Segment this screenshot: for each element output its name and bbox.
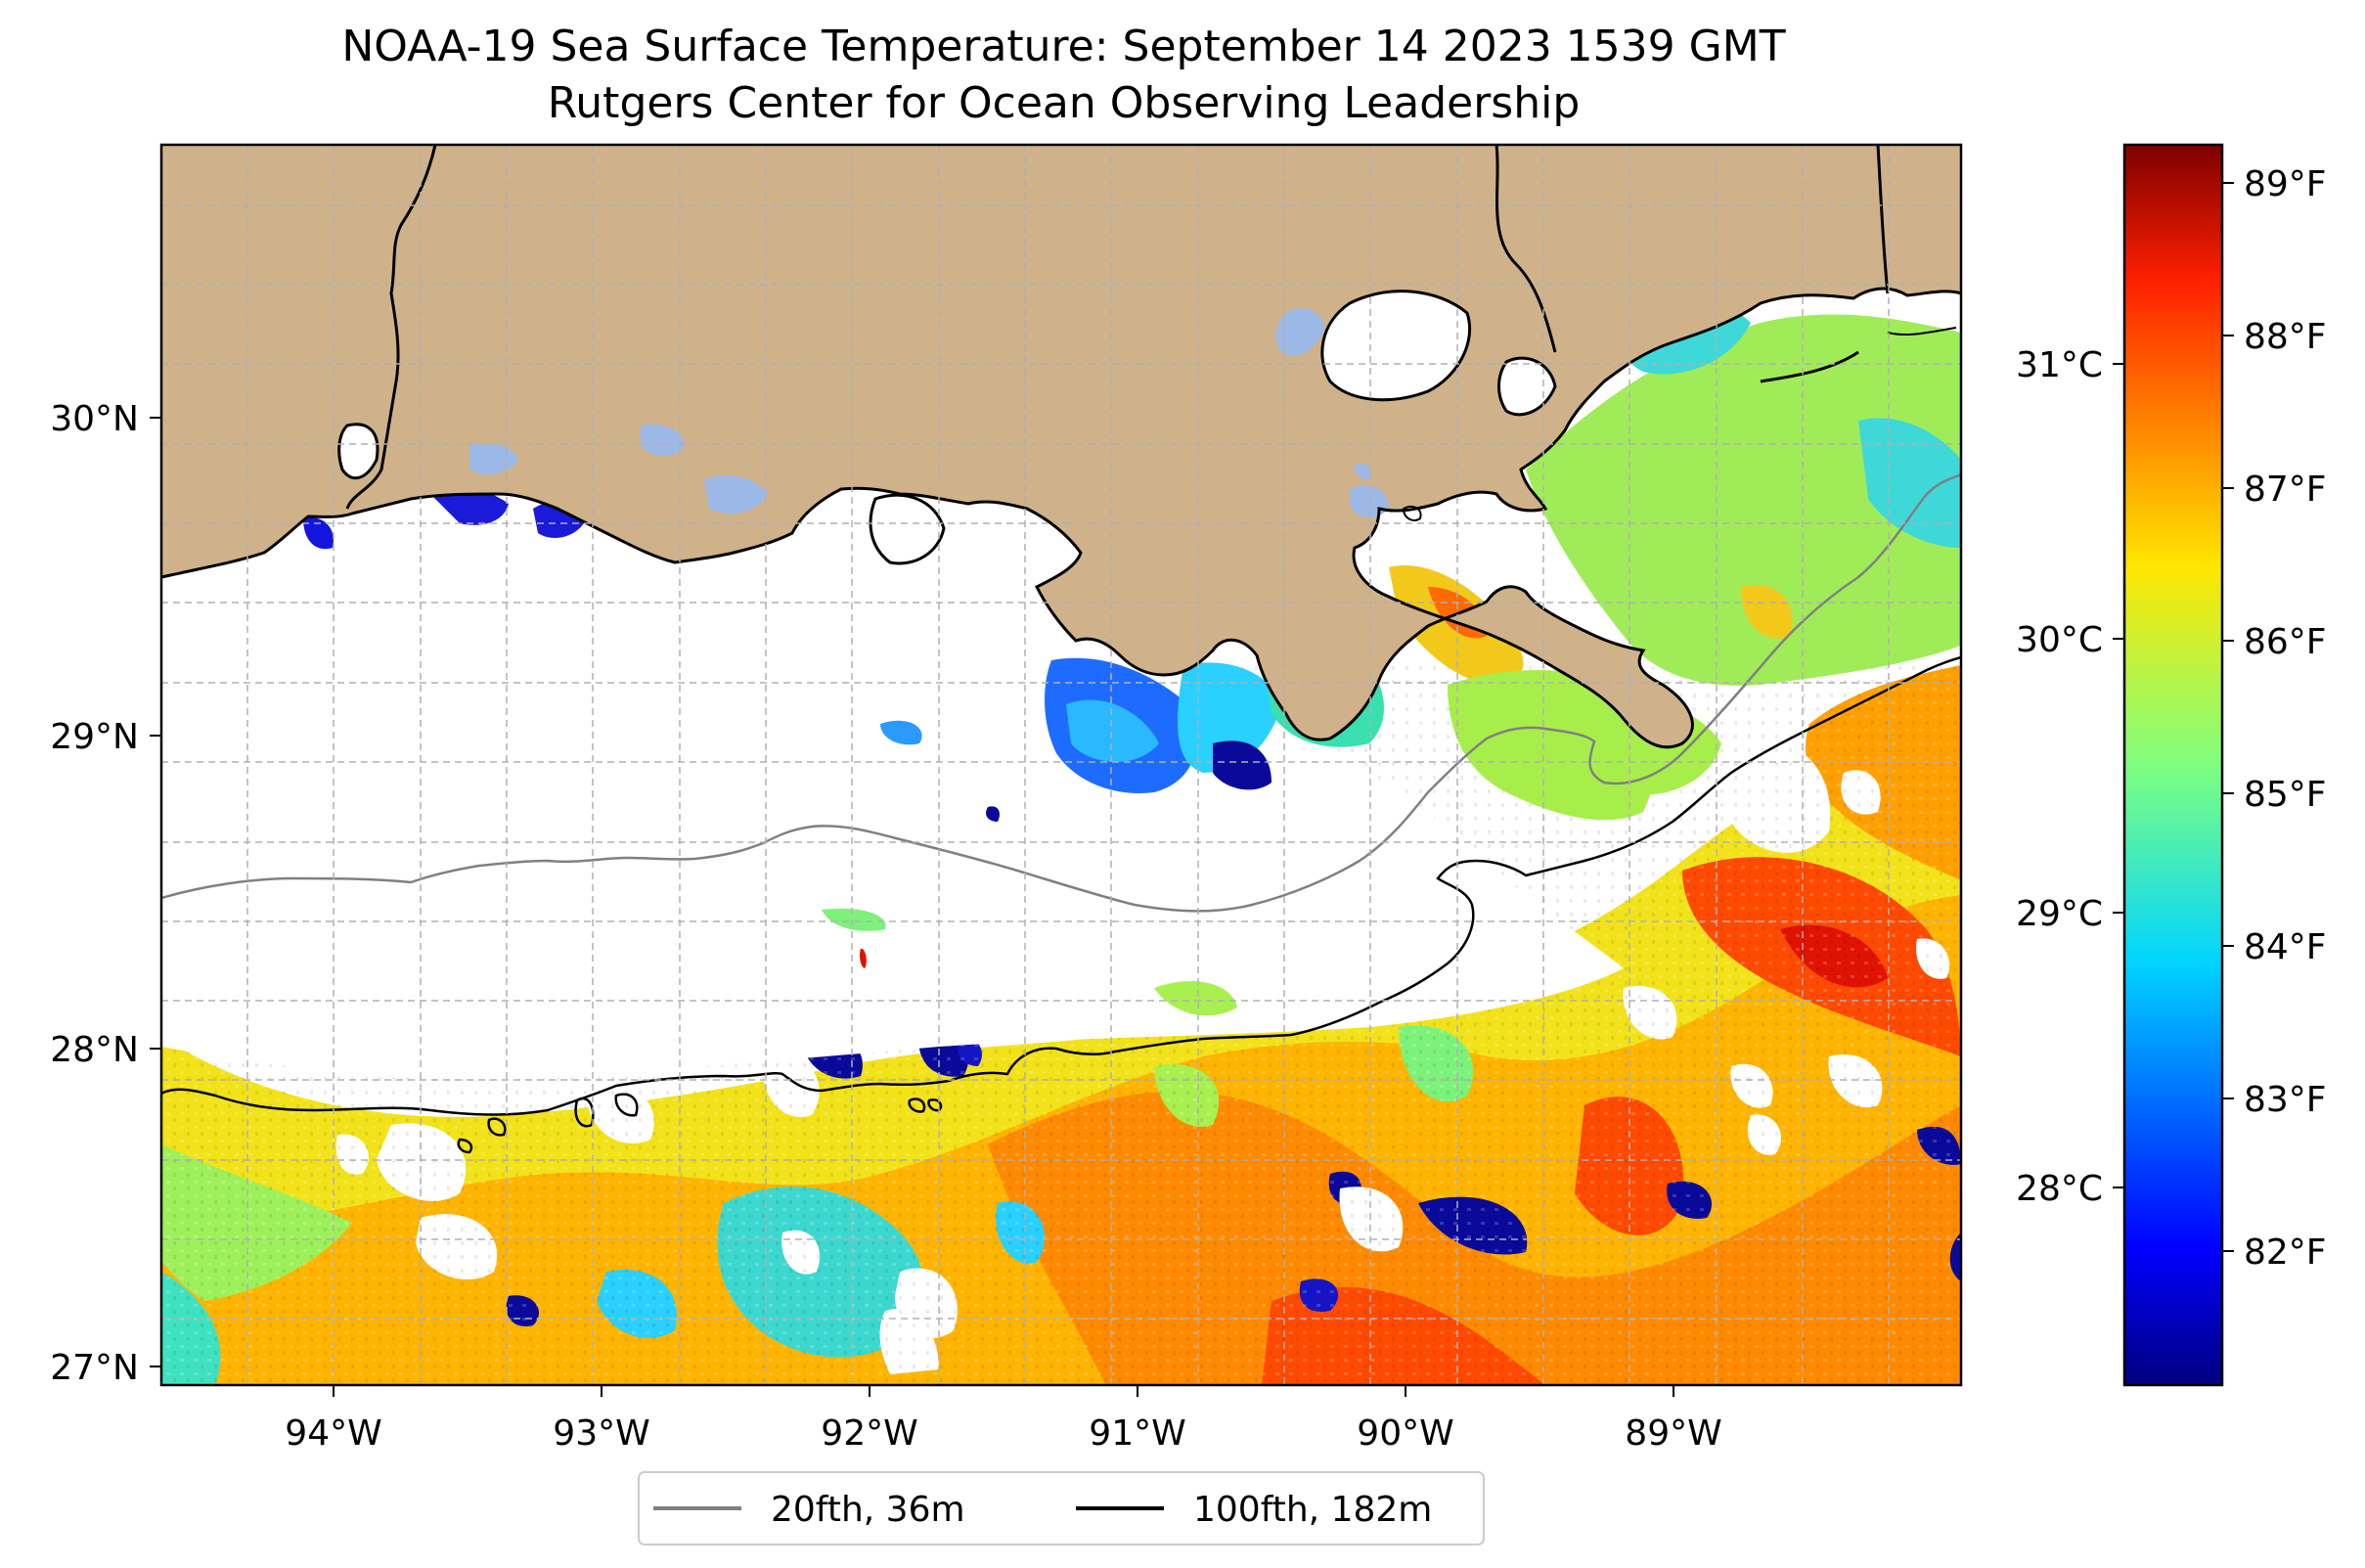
colorbar-gradient (2122, 143, 2224, 1387)
map-gridlines (161, 145, 1961, 1385)
map-title: NOAA-19 Sea Surface Temperature: Septemb… (341, 22, 1786, 71)
colorbar-fahrenheit-tick: 84°F (2244, 927, 2327, 967)
colorbar-celsius-tick: 30°C (2016, 620, 2103, 660)
land-mass (161, 145, 1961, 747)
lon-tick-label: 93°W (553, 1413, 649, 1454)
legend-label-100fth: 100fth, 182m (1193, 1490, 1432, 1530)
colorbar-fahrenheit-tick: 82°F (2244, 1232, 2327, 1273)
lat-tick-labels: 27°N 28°N 29°N 30°N (50, 399, 139, 1388)
colorbar-celsius-tick: 31°C (2016, 345, 2103, 385)
colorbar-celsius-tick: 28°C (2016, 1169, 2103, 1209)
map-frame (159, 143, 1963, 1387)
lat-tick-label: 30°N (50, 399, 139, 439)
axis-ticks (150, 417, 1674, 1397)
lat-tick-label: 27°N (50, 1348, 139, 1388)
map-subtitle: Rutgers Center for Ocean Observing Leade… (547, 78, 1581, 128)
lon-tick-label: 90°W (1357, 1413, 1453, 1454)
map-area (161, 145, 1961, 1385)
colorbar: 28°C 29°C 30°C 31°C 82°F 83°F 84°F 85°F … (2016, 143, 2327, 1387)
lon-tick-labels: 94°W 93°W 92°W 91°W 90°W 89°W (285, 1413, 1721, 1454)
colorbar-celsius-tick: 29°C (2016, 894, 2103, 934)
lon-tick-label: 94°W (285, 1413, 381, 1454)
lat-tick-label: 28°N (50, 1030, 139, 1070)
colorbar-fahrenheit-tick: 89°F (2244, 164, 2327, 204)
coastline (161, 145, 1961, 749)
lat-tick-label: 29°N (50, 717, 139, 757)
legend-label-20fth: 20fth, 36m (771, 1490, 965, 1530)
lon-tick-label: 92°W (821, 1413, 917, 1454)
colorbar-fahrenheit-tick: 88°F (2244, 317, 2327, 357)
contour-20fth (161, 472, 1961, 913)
colorbar-fahrenheit-tick: 86°F (2244, 622, 2327, 662)
colorbar-fahrenheit-tick: 83°F (2244, 1080, 2327, 1120)
colorbar-fahrenheit-tick: 87°F (2244, 470, 2327, 510)
lon-tick-label: 91°W (1089, 1413, 1185, 1454)
lon-tick-label: 89°W (1625, 1413, 1721, 1454)
legend: 20fth, 36m 100fth, 182m (638, 1471, 1485, 1546)
contour-100fth (161, 655, 1961, 1116)
colorbar-fahrenheit-tick: 85°F (2244, 775, 2327, 815)
